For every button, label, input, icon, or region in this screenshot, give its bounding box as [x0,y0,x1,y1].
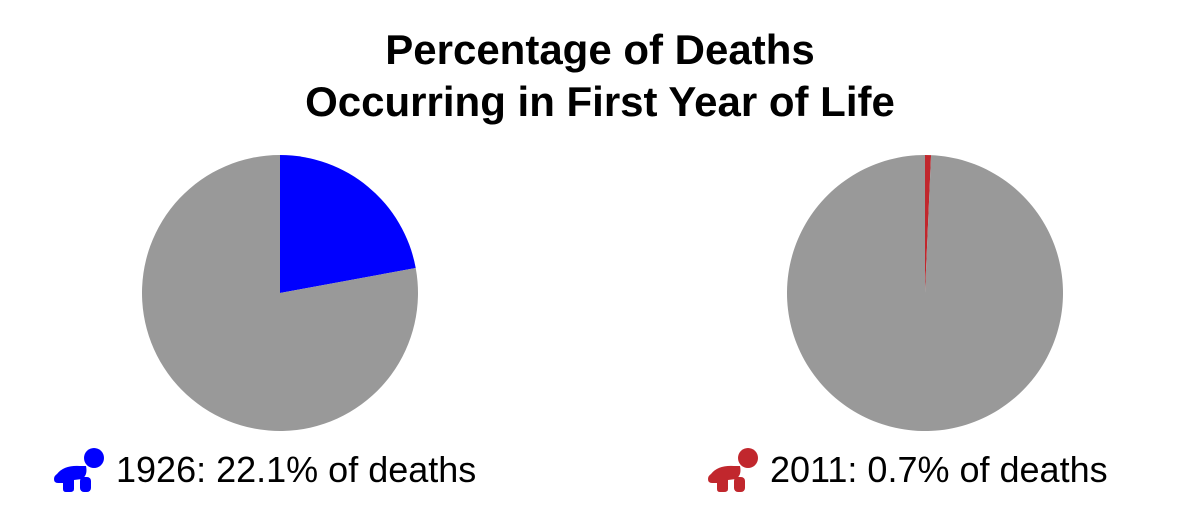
pie-chart-1926 [142,155,418,431]
caption-1926: 1926: 22.1% of deaths [52,443,476,497]
crawling-baby-icon [708,448,758,492]
pie-slice-highlight [925,155,932,293]
pie-slice-remainder [142,155,418,431]
pie-chart-2011 [787,155,1063,431]
chart-title-line-1: Percentage of Deaths [385,26,815,73]
crawling-baby-icon [54,448,104,492]
pie-slice-highlight [280,155,416,293]
chart-title: Percentage of Deaths Occurring in First … [0,24,1200,128]
chart-title-line-2: Occurring in First Year of Life [305,78,895,125]
pie-slice-remainder [787,155,1063,431]
caption-2011-text: 2011: 0.7% of deaths [770,449,1108,490]
caption-2011: 2011: 0.7% of deaths [706,443,1108,497]
caption-1926-text: 1926: 22.1% of deaths [116,449,477,490]
